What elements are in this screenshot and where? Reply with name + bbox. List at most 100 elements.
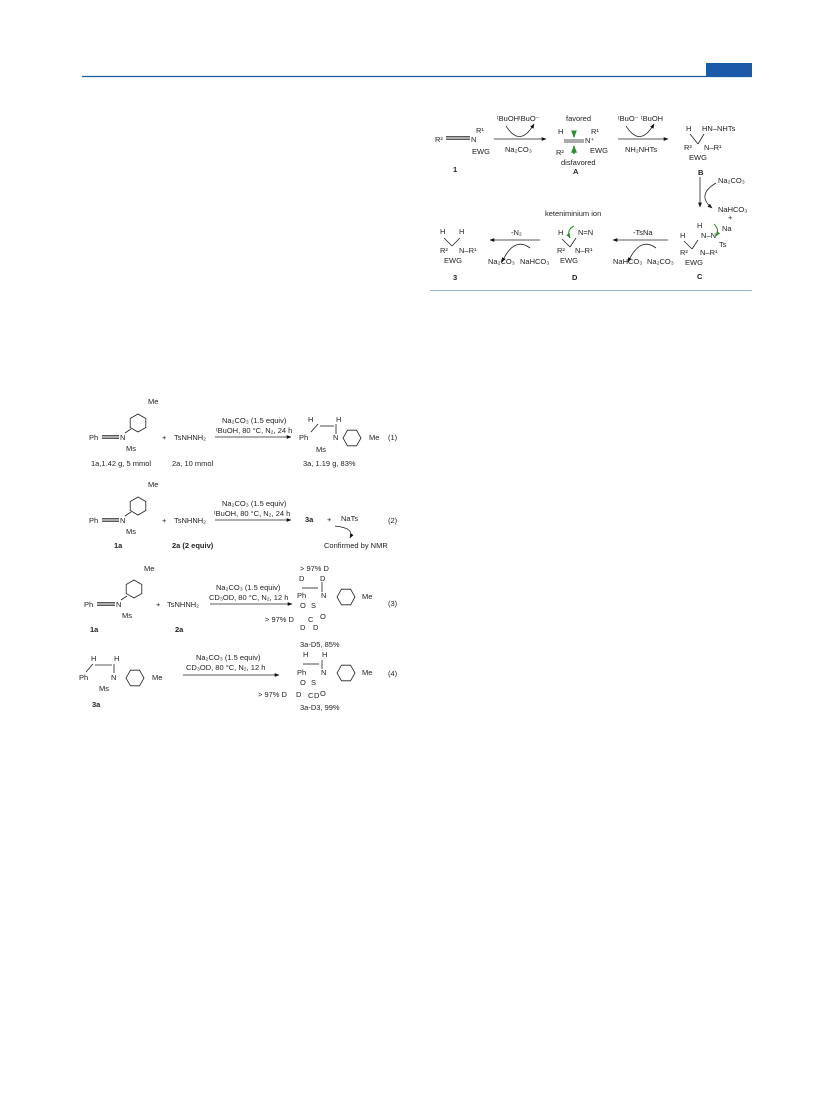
compound-label: 3a <box>92 700 101 709</box>
atom: N <box>321 591 326 600</box>
atom: D <box>296 690 302 699</box>
compound-label: 1a <box>114 541 123 550</box>
atom: N <box>116 600 121 609</box>
atom: Me <box>362 668 372 677</box>
atom: O <box>300 601 306 610</box>
note: favored <box>566 114 591 123</box>
reagent: ᵗBuO⁻ <box>519 114 540 123</box>
reagent: -TsNa <box>633 228 653 237</box>
atom: Ph <box>89 516 98 525</box>
atom: O <box>320 689 326 698</box>
atom: EWG <box>444 256 462 265</box>
atom: N–N <box>701 231 716 240</box>
atom: EWG <box>685 258 703 267</box>
reagent: ᵗBuO⁻ <box>618 114 639 123</box>
atom: O <box>320 612 326 621</box>
atom: C <box>308 615 314 624</box>
atom: H <box>336 415 341 424</box>
atom: Ms <box>126 444 136 453</box>
atom: D <box>320 574 326 583</box>
reagent: + <box>162 516 167 525</box>
atom: O <box>300 678 306 687</box>
atom: EWG <box>689 153 707 162</box>
compound-label: 2a <box>175 625 184 634</box>
atom: N=N <box>578 228 593 237</box>
condition: CD₃OD <box>186 663 212 672</box>
atom: Me <box>152 673 162 682</box>
atom: N <box>471 135 476 144</box>
atom: R² <box>684 143 692 152</box>
reagent: NaHCO₃ <box>520 257 549 266</box>
ring <box>129 496 147 516</box>
atom: Ph <box>299 433 308 442</box>
reagent: Na₂CO₃ <box>505 145 532 154</box>
atom: Ph <box>79 673 88 682</box>
reagent: Na₂CO₃ <box>718 176 745 185</box>
condition: ᵗBuOH, 80 °C, N₂, 24 h <box>214 509 290 518</box>
atom: Me <box>144 564 154 573</box>
atom: Ts <box>719 240 727 249</box>
atom: Ms <box>99 684 109 693</box>
reagent: ᵗBuOH <box>497 114 519 123</box>
compound-label: 1a <box>90 625 99 634</box>
atom: N <box>321 668 326 677</box>
atom: H <box>459 227 464 236</box>
compound-label: 2a, 10 mmol <box>172 459 214 468</box>
atom: Ph <box>297 591 306 600</box>
atom: N–R¹ <box>575 246 593 255</box>
header <box>82 63 752 78</box>
reagent: TsNHNH₂ <box>174 433 206 442</box>
atom: Ms <box>126 527 136 536</box>
atom: N <box>120 433 125 442</box>
condition: CD₃OD <box>209 593 235 602</box>
ring <box>125 669 145 687</box>
atom: R² <box>680 248 688 257</box>
atom: H <box>322 650 327 659</box>
equation-number: (1) <box>388 433 398 442</box>
reagent: 3a <box>305 515 314 524</box>
atom: D <box>314 691 320 700</box>
atom: Me <box>148 480 158 489</box>
reagent: TsNHNH₂ <box>174 516 206 525</box>
compound-label: 1 <box>453 165 457 174</box>
atom: EWG <box>590 146 608 155</box>
atom: R² <box>557 246 565 255</box>
ring <box>129 413 147 433</box>
reagent: ᵗBuOH <box>641 114 663 123</box>
reagent: + <box>327 515 332 524</box>
atom: N <box>120 516 125 525</box>
atom: H <box>558 228 563 237</box>
atom: N–R¹ <box>704 143 722 152</box>
atom: N–R¹ <box>700 248 718 257</box>
atom: H <box>558 127 563 136</box>
atom: R² <box>435 135 443 144</box>
reagent: NH₂NHTs <box>625 145 657 154</box>
atom: S <box>311 678 316 687</box>
equation-number: (4) <box>388 669 398 678</box>
atom: EWG <box>560 256 578 265</box>
atom: N <box>333 433 338 442</box>
compound-label: C <box>697 272 703 281</box>
compound-label: B <box>698 168 704 177</box>
atom: Ms <box>316 445 326 454</box>
compound-label: 1a,1.42 g, 5 mmol <box>91 459 151 468</box>
atom: N <box>111 673 116 682</box>
reagent: -N₂ <box>511 228 522 237</box>
atom: Na <box>722 224 732 233</box>
reagent: NaHCO₃ <box>613 257 642 266</box>
reagent: NaHCO₃ <box>718 205 747 214</box>
atom: H <box>308 415 313 424</box>
atom: Ph <box>84 600 93 609</box>
condition: ᵗBuOH, 80 °C, N₂, 24 h <box>216 426 292 435</box>
atom: D <box>300 623 306 632</box>
compound-label: A <box>573 167 579 176</box>
atom: R² <box>556 148 564 157</box>
atom: HN–NHTs <box>702 124 736 133</box>
compound-label: 2a (2 equiv) <box>172 541 214 550</box>
reagent: TsNHNH₂ <box>167 600 199 609</box>
atom: N–R¹ <box>459 246 477 255</box>
compound-label: D <box>572 273 578 282</box>
header-box <box>706 63 752 77</box>
atom: S <box>311 601 316 610</box>
